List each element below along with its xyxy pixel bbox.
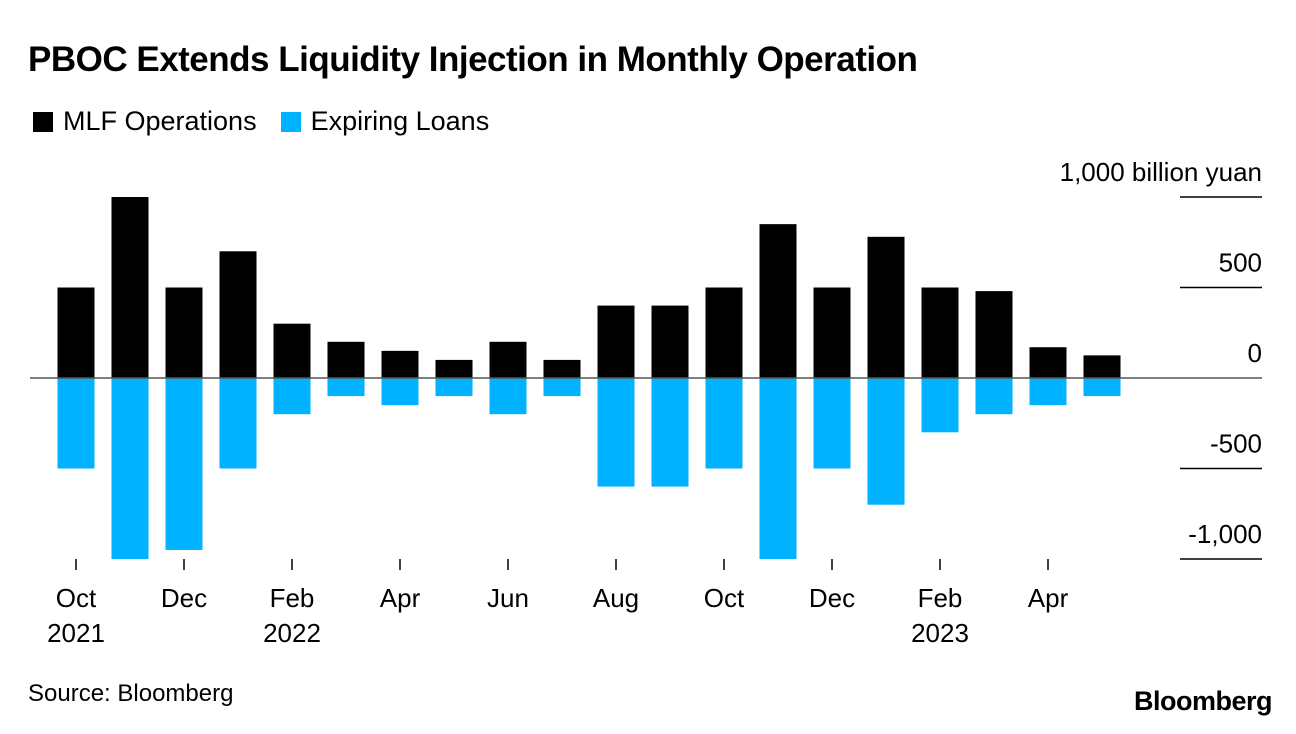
x-tick-label-dec-2021: Dec xyxy=(161,583,207,613)
y-tick-label-1-000: -1,000 xyxy=(1188,519,1262,549)
bar-mlf-operations-dec-2021 xyxy=(165,287,203,378)
bar-expiring-loans-jan-2023 xyxy=(867,378,905,505)
bar-mlf-operations-apr-2022 xyxy=(381,350,419,378)
bar-expiring-loans-feb-2023 xyxy=(921,378,959,433)
y-tick-label-500: -500 xyxy=(1210,429,1262,459)
x-tick-year-2022: 2022 xyxy=(263,618,321,648)
bar-expiring-loans-mar-2023 xyxy=(975,378,1013,415)
x-tick-label-aug-2022: Aug xyxy=(593,583,639,613)
bar-expiring-loans-mar-2022 xyxy=(327,378,365,397)
x-tick-label-dec-2022: Dec xyxy=(809,583,855,613)
bar-mlf-operations-jun-2022 xyxy=(489,341,527,378)
bar-expiring-loans-may-2022 xyxy=(435,378,473,397)
bloomberg-logo: Bloomberg xyxy=(1133,686,1273,716)
bar-mlf-operations-aug-2022 xyxy=(597,305,635,378)
bar-mlf-operations-mar-2022 xyxy=(327,341,365,378)
bar-expiring-loans-jan-2022 xyxy=(219,378,257,469)
bar-mlf-operations-jan-2022 xyxy=(219,251,257,378)
bar-mlf-operations-jan-2023 xyxy=(867,236,905,378)
bar-mlf-operations-mar-2023 xyxy=(975,291,1013,378)
bar-expiring-loans-may-2023 xyxy=(1083,378,1121,397)
x-tick-label-oct-2021: Oct xyxy=(56,583,97,613)
bar-expiring-loans-feb-2022 xyxy=(273,378,311,415)
y-tick-label-500: 500 xyxy=(1219,248,1262,278)
legend-label-expiring-loans: Expiring Loans xyxy=(310,106,490,136)
source-note: Source: Bloomberg xyxy=(28,680,234,707)
legend-swatch-mlf-operations xyxy=(33,111,53,132)
bar-expiring-loans-apr-2023 xyxy=(1029,378,1067,406)
legend: MLF Operations Expiring Loans xyxy=(33,106,513,137)
x-tick-label-feb-2022: Feb xyxy=(270,583,315,613)
bar-mlf-operations-nov-2021 xyxy=(111,197,149,378)
legend-item-mlf-operations: MLF Operations xyxy=(33,106,257,137)
x-tick-year-2021: 2021 xyxy=(47,618,105,648)
bar-mlf-operations-may-2022 xyxy=(435,359,473,378)
bar-expiring-loans-oct-2022 xyxy=(705,378,743,469)
legend-label-mlf-operations: MLF Operations xyxy=(63,106,257,136)
bar-mlf-operations-oct-2022 xyxy=(705,287,743,378)
x-tick-label-apr-2023: Apr xyxy=(1028,583,1069,613)
bar-mlf-operations-oct-2021 xyxy=(57,287,95,378)
bar-expiring-loans-dec-2021 xyxy=(165,378,203,550)
y-tick-label-1-000-billion-yuan: 1,000 billion yuan xyxy=(1060,157,1262,187)
x-tick-year-2023: 2023 xyxy=(911,618,969,648)
bar-expiring-loans-jun-2022 xyxy=(489,378,527,415)
legend-item-expiring-loans: Expiring Loans xyxy=(280,106,490,137)
y-tick-label-0: 0 xyxy=(1248,338,1262,368)
bar-mlf-operations-sep-2022 xyxy=(651,305,689,378)
bar-mlf-operations-may-2023 xyxy=(1083,355,1121,378)
bar-mlf-operations-feb-2023 xyxy=(921,287,959,378)
x-tick-label-apr-2022: Apr xyxy=(380,583,421,613)
bar-expiring-loans-jul-2022 xyxy=(543,378,581,397)
bar-expiring-loans-sep-2022 xyxy=(651,378,689,487)
bar-expiring-loans-nov-2022 xyxy=(759,378,797,559)
bar-expiring-loans-aug-2022 xyxy=(597,378,635,487)
x-tick-label-feb-2023: Feb xyxy=(918,583,963,613)
bar-mlf-operations-jul-2022 xyxy=(543,359,581,378)
chart-title: PBOC Extends Liquidity Injection in Mont… xyxy=(28,40,918,79)
x-tick-label-oct-2022: Oct xyxy=(704,583,745,613)
x-tick-label-jun-2022: Jun xyxy=(487,583,529,613)
bar-mlf-operations-feb-2022 xyxy=(273,323,311,378)
bar-mlf-operations-nov-2022 xyxy=(759,224,797,378)
bar-expiring-loans-dec-2022 xyxy=(813,378,851,469)
bar-expiring-loans-apr-2022 xyxy=(381,378,419,406)
bar-expiring-loans-nov-2021 xyxy=(111,378,149,559)
bar-mlf-operations-apr-2023 xyxy=(1029,347,1067,378)
bar-mlf-operations-dec-2022 xyxy=(813,287,851,378)
bar-expiring-loans-oct-2021 xyxy=(57,378,95,469)
legend-swatch-expiring-loans xyxy=(280,111,301,132)
